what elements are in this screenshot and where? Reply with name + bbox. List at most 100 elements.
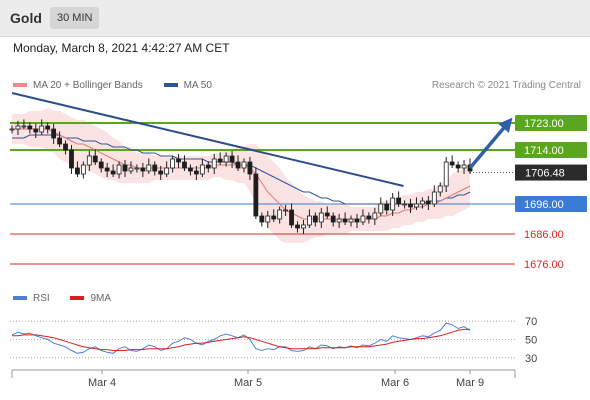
rsi-tick-30: 30 <box>525 353 537 365</box>
timestamp: Monday, March 8, 2021 4:42:27 AM CET <box>13 41 230 55</box>
candle-body <box>366 215 372 220</box>
candle-body <box>193 170 199 175</box>
candle-body <box>271 215 277 220</box>
candle-body <box>384 203 390 211</box>
candle-body <box>21 125 27 128</box>
main-legend: MA 20 + Bollinger Bands MA 50 <box>13 80 230 91</box>
legend-label-ma50: MA 50 <box>183 80 212 91</box>
level-tag-1714.00 <box>515 142 587 158</box>
candle-body <box>425 200 431 205</box>
level-label-1696.00: 1696.00 <box>524 199 564 211</box>
candle-body <box>443 161 449 187</box>
candle-body <box>158 170 164 175</box>
legend-swatch-ma20 <box>13 83 27 88</box>
symbol-title: Gold <box>10 10 42 26</box>
candle-body <box>402 203 407 206</box>
candle-body <box>265 215 271 223</box>
candle-body <box>140 167 146 172</box>
candle-body <box>241 161 247 169</box>
candle-body <box>307 215 312 226</box>
candle-body <box>110 170 116 175</box>
candle-body <box>414 203 419 208</box>
research-credit: Research © 2021 Trading Central <box>431 80 581 91</box>
candle-body <box>253 173 259 217</box>
legend-item-ma20: MA 20 + Bollinger Bands <box>13 80 143 91</box>
candle-body <box>396 197 402 205</box>
trendline <box>11 92 404 187</box>
rsi-ma9-line <box>12 328 470 351</box>
candle-body <box>134 167 140 170</box>
candle-body <box>98 161 104 169</box>
candle-body <box>9 128 15 131</box>
candle-body <box>318 212 324 223</box>
legend-item-ma50: MA 50 <box>163 80 212 91</box>
candle-body <box>312 215 318 223</box>
candle-body <box>45 125 51 130</box>
candle-body <box>431 191 437 205</box>
time-tick-label: Mar 6 <box>381 377 409 389</box>
time-tick-label: Mar 4 <box>88 377 116 389</box>
timeframe-button[interactable]: 30 MIN <box>50 7 100 29</box>
legend-label-rsi: RSI <box>33 293 50 304</box>
legend-swatch-rsi <box>13 296 27 301</box>
candle-body <box>420 200 425 205</box>
candle-body <box>75 167 80 175</box>
candle-body <box>69 149 74 169</box>
candle-body <box>80 164 86 175</box>
candle-body <box>283 209 289 212</box>
rsi-line <box>11 322 471 354</box>
candle-body <box>182 161 187 169</box>
level-label-1714.00: 1714.00 <box>524 145 564 157</box>
candle-body <box>449 161 455 166</box>
candle-body <box>86 155 92 166</box>
candle-body <box>164 167 170 175</box>
candle-body <box>211 158 217 169</box>
candle-body <box>461 164 467 169</box>
candles <box>9 119 473 234</box>
candle-body <box>324 212 330 217</box>
last-price-tag <box>515 164 587 181</box>
level-tag-1696.00 <box>515 196 587 212</box>
candle-body <box>116 164 122 175</box>
candle-body <box>57 137 62 145</box>
level-tag-1723.00 <box>515 115 587 131</box>
legend-label-ma20: MA 20 + Bollinger Bands <box>33 80 143 91</box>
candle-body <box>27 125 33 130</box>
candle-body <box>33 128 39 133</box>
candle-body <box>128 167 134 172</box>
candle-body <box>223 155 229 163</box>
candle-body <box>122 164 128 172</box>
candle-body <box>146 164 152 172</box>
candle-body <box>372 212 378 220</box>
last-price-label: 1706.48 <box>525 168 565 180</box>
rsi-tick-50: 50 <box>525 335 537 347</box>
candle-body <box>104 167 110 172</box>
candle-body <box>92 155 98 163</box>
candle-body <box>348 218 354 223</box>
candle-body <box>378 203 384 214</box>
candle-body <box>51 128 57 139</box>
time-tick-label: Mar 9 <box>456 377 484 389</box>
level-label-1686.00: 1686.00 <box>524 229 564 241</box>
candle-body <box>455 164 461 169</box>
candle-body <box>259 215 265 223</box>
candle-body <box>205 164 211 169</box>
legend-item-rsi: RSI <box>13 293 50 304</box>
rsi-tick-70: 70 <box>525 316 537 328</box>
candle-body <box>354 218 360 223</box>
legend-item-9ma: 9MA <box>70 293 111 304</box>
candle-body <box>39 125 45 133</box>
legend-label-9ma: 9MA <box>90 293 112 304</box>
level-label-1723.00: 1723.00 <box>524 118 564 130</box>
candle-body <box>408 203 413 208</box>
level-label-1676.00: 1676.00 <box>524 259 564 271</box>
candle-body <box>247 161 253 175</box>
candle-body <box>217 158 223 163</box>
candle-body <box>15 125 21 130</box>
candle-body <box>295 224 300 229</box>
candle-body <box>188 167 193 172</box>
rsi-legend: RSI 9MA <box>13 293 129 304</box>
candle-body <box>336 218 342 223</box>
candle-body <box>63 143 68 151</box>
